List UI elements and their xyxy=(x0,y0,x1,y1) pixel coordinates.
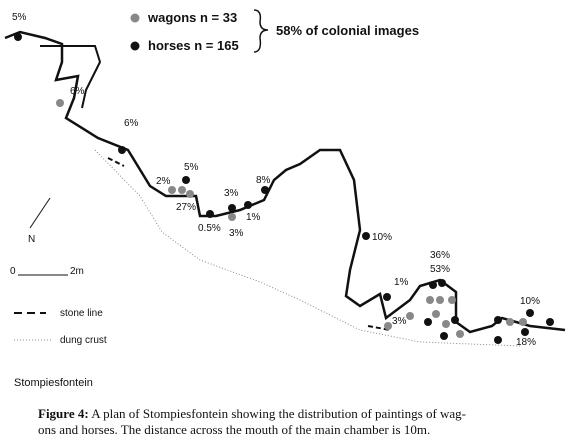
scale-start: 0 xyxy=(10,266,16,277)
percent-labels: 5% 6% 6% 5% 2% 27% 3% 8% 1% 0.5% 3% 10% … xyxy=(12,12,540,348)
percent-label: 0.5% xyxy=(198,223,221,234)
percent-label: 10% xyxy=(372,232,392,243)
percent-label: 5% xyxy=(184,162,199,173)
legend-wagons: wagons n = 33 xyxy=(147,10,237,25)
caption-line: A plan of Stompiesfontein showing the di… xyxy=(91,406,466,421)
legend-summary: 58% of colonial images xyxy=(276,23,419,38)
north-arrow xyxy=(29,197,51,229)
percent-label: 1% xyxy=(246,212,261,223)
caption-line: ons and horses. The distance across the … xyxy=(38,422,430,437)
percent-label: 18% xyxy=(516,337,536,348)
percent-label: 6% xyxy=(70,86,85,97)
percent-label: 2% xyxy=(156,176,171,187)
cave-outline xyxy=(4,30,566,334)
stone-key-label: stone line xyxy=(60,308,103,319)
percent-label: 3% xyxy=(229,228,244,239)
legend-brace xyxy=(253,9,269,53)
horse-dots xyxy=(14,33,554,344)
percent-label: 10% xyxy=(520,296,540,307)
percent-label: 1% xyxy=(394,277,409,288)
dung-crust-line xyxy=(94,149,521,347)
percent-label: 27% xyxy=(176,202,196,213)
percent-label: 36% xyxy=(430,250,450,261)
site-name: Stompiesfontein xyxy=(14,377,93,389)
north-label: N xyxy=(28,234,35,245)
caption-lead: Figure 4: xyxy=(38,406,89,421)
percent-label: 53% xyxy=(430,264,450,275)
percent-label: 5% xyxy=(12,12,27,23)
caption: Figure 4: A plan of Stompiesfontein show… xyxy=(38,406,466,421)
wagon-dots xyxy=(56,13,527,338)
legend-horses: horses n = 165 xyxy=(148,38,239,53)
scale-end: 2m xyxy=(70,266,84,277)
percent-label: 6% xyxy=(124,118,139,129)
percent-label: 8% xyxy=(256,175,271,186)
stone-lines xyxy=(107,157,391,331)
percent-label: 3% xyxy=(392,316,407,327)
dung-key-label: dung crust xyxy=(60,335,107,346)
percent-label: 3% xyxy=(224,188,239,199)
